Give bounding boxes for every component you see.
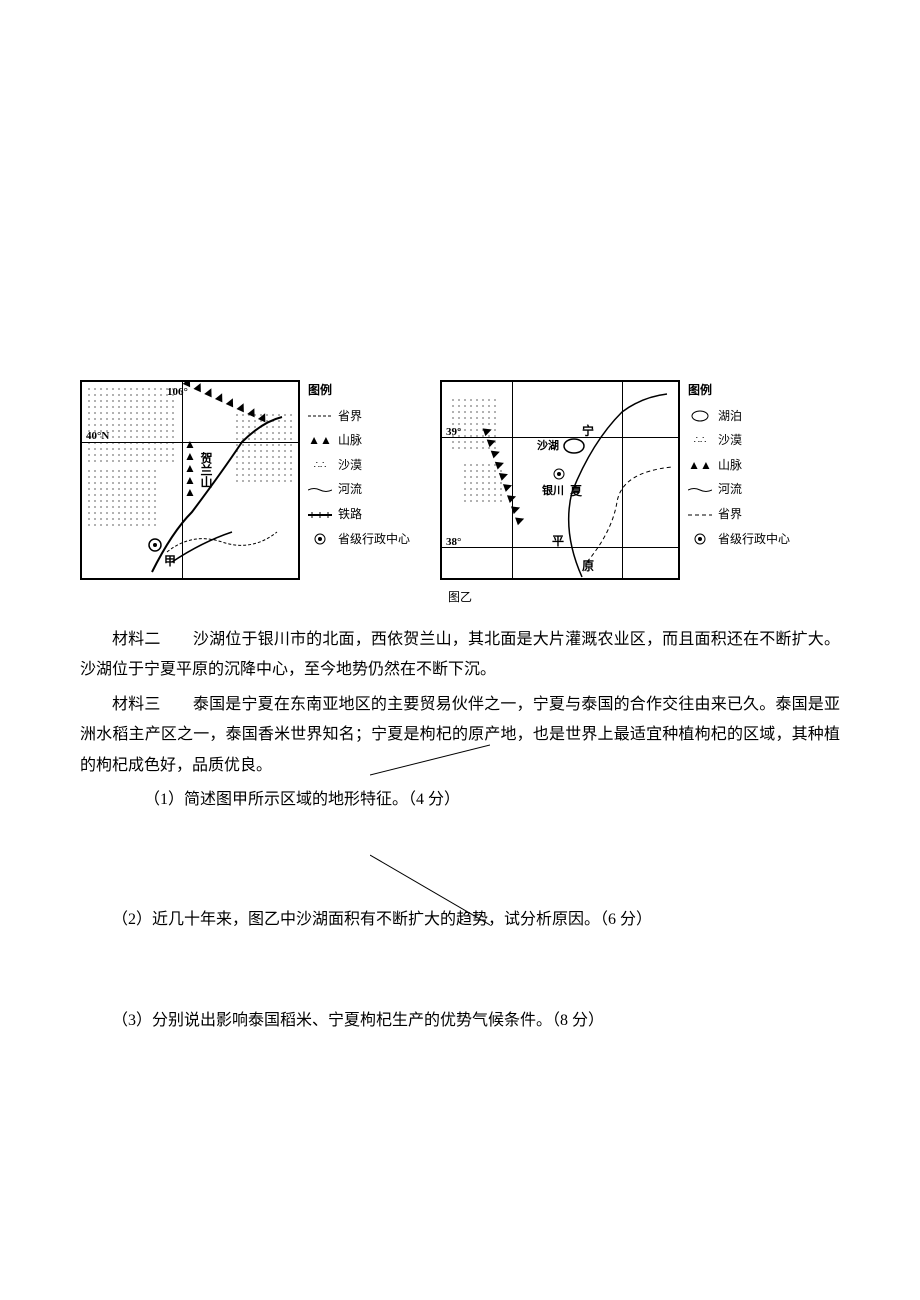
river-icon-r [688, 483, 712, 497]
capital-icon-r [688, 532, 712, 546]
legend-left: 图例 省界 ▲▲ 山脉 ∴∴ 沙漠 河流 铁路 省级行政中心 [308, 380, 410, 553]
legend-right-label-1: 沙漠 [718, 430, 742, 452]
mountain-icon-r: ▲▲ [688, 459, 712, 473]
legend-left-item-0: 省界 [308, 406, 410, 428]
legend-right-item-3: 河流 [688, 479, 790, 501]
legend-left-item-4: 铁路 [308, 504, 410, 526]
legend-left-title: 图例 [308, 380, 410, 402]
figure-caption: 图乙 [80, 588, 840, 605]
legend-left-label-3: 河流 [338, 479, 362, 501]
material-3-para: 材料三 泰国是宁夏在东南亚地区的主要贸易伙伴之一，宁夏与泰国的合作交往由来已久。… [80, 690, 840, 781]
coord-lat-left: 40°N [86, 430, 109, 442]
legend-right-label-2: 山脉 [718, 455, 742, 477]
question-3: （3）分别说出影响泰国稻米、宁夏枸杞生产的优势气候条件。（8 分） [80, 1006, 840, 1036]
maps-container: 106° 40°N ▲▲▲▲▲▲▲▲ ▲▲▲▲▲ 贺兰山 甲 图例 省界 ▲▲ 山… [80, 380, 840, 580]
map-right-frame: 106° 107° 39° 38° ▲▲▲▲▲▲▲▲▲ 沙湖 银川 宁 夏 平 … [440, 380, 680, 580]
mountain-icon: ▲▲ [308, 434, 332, 448]
map-right-content: 106° 107° 39° 38° ▲▲▲▲▲▲▲▲▲ 沙湖 银川 宁 夏 平 … [442, 382, 678, 578]
map-right-block: 106° 107° 39° 38° ▲▲▲▲▲▲▲▲▲ 沙湖 银川 宁 夏 平 … [410, 380, 790, 580]
question-2: （2）近几十年来，图乙中沙湖面积有不断扩大的趋势，试分析原因。（6 分） [80, 905, 840, 935]
legend-left-label-0: 省界 [338, 406, 362, 428]
legend-left-label-2: 沙漠 [338, 455, 362, 477]
map-left-frame: 106° 40°N ▲▲▲▲▲▲▲▲ ▲▲▲▲▲ 贺兰山 甲 [80, 380, 300, 580]
map-left-block: 106° 40°N ▲▲▲▲▲▲▲▲ ▲▲▲▲▲ 贺兰山 甲 图例 省界 ▲▲ 山… [80, 380, 410, 580]
desert-icon: ∴∴ [308, 459, 332, 473]
legend-left-label-5: 省级行政中心 [338, 529, 410, 551]
legend-right-label-4: 省界 [718, 504, 742, 526]
legend-right-item-2: ▲▲ 山脉 [688, 455, 790, 477]
legend-right-title: 图例 [688, 380, 790, 402]
coord-lat2: 38° [446, 536, 461, 548]
legend-left-item-5: 省级行政中心 [308, 529, 410, 551]
province-border-icon-r [688, 508, 712, 522]
legend-left-label-1: 山脉 [338, 430, 362, 452]
material-3-text: 泰国是宁夏在东南亚地区的主要贸易伙伴之一，宁夏与泰国的合作交往由来已久。泰国是亚… [80, 696, 840, 774]
legend-right-label-5: 省级行政中心 [718, 529, 790, 551]
province-border-icon [308, 409, 332, 423]
legend-right-label-0: 湖泊 [718, 406, 742, 428]
material-2-text: 沙湖位于银川市的北面，西依贺兰山，其北面是大片灌溉农业区，而且面积还在不断扩大。… [80, 631, 840, 678]
map-left-content: 106° 40°N ▲▲▲▲▲▲▲▲ ▲▲▲▲▲ 贺兰山 甲 [82, 382, 298, 578]
legend-right: 图例 湖泊 ∴∴ 沙漠 ▲▲ 山脉 河流 省界 省级行政中心 [688, 380, 790, 553]
lake-icon [688, 409, 712, 423]
capital-icon [308, 532, 332, 546]
legend-left-item-2: ∴∴ 沙漠 [308, 455, 410, 477]
legend-right-item-1: ∴∴ 沙漠 [688, 430, 790, 452]
material-2-label: 材料二 [112, 631, 161, 648]
material-3-label: 材料三 [112, 696, 161, 713]
province-border-left [162, 512, 282, 572]
desert-icon-r: ∴∴ [688, 434, 712, 448]
railway-icon [308, 508, 332, 522]
material-2-para: 材料二 沙湖位于银川市的北面，西依贺兰山，其北面是大片灌溉农业区，而且面积还在不… [80, 625, 840, 686]
legend-right-label-3: 河流 [718, 479, 742, 501]
province-border-right [582, 462, 680, 572]
legend-left-item-1: ▲▲ 山脉 [308, 430, 410, 452]
legend-left-label-4: 铁路 [338, 504, 362, 526]
capital-marker-left [147, 537, 163, 553]
legend-right-item-4: 省界 [688, 504, 790, 526]
legend-left-item-3: 河流 [308, 479, 410, 501]
legend-right-item-5: 省级行政中心 [688, 529, 790, 551]
question-1: （1）简述图甲所示区域的地形特征。（4 分） [80, 785, 840, 815]
legend-right-item-0: 湖泊 [688, 406, 790, 428]
river-icon [308, 483, 332, 497]
